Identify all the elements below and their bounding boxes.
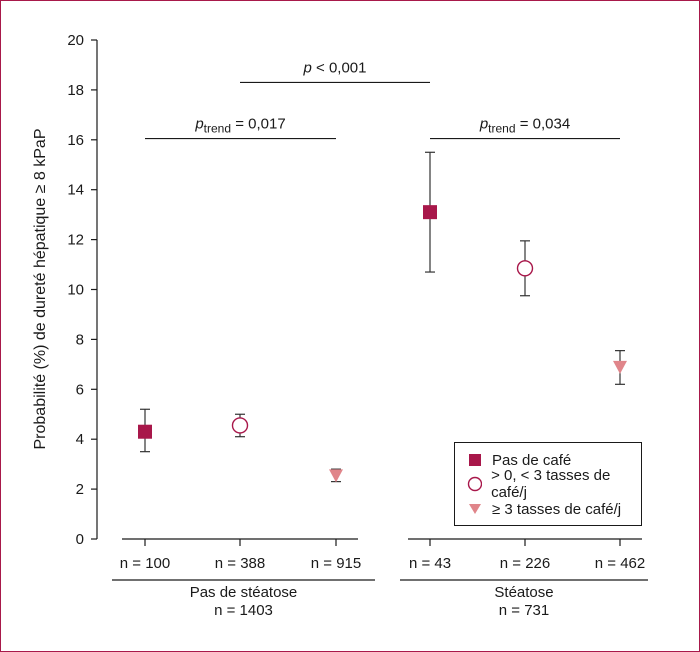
data-point-square — [138, 424, 152, 439]
legend-label: > 0, < 3 tasses de café/j — [491, 467, 611, 501]
legend-item-low-coffee: > 0, < 3 tasses de café/j — [467, 467, 641, 501]
legend-label: ≥ 3 tasses de café/j — [492, 500, 622, 518]
legend-item-no-coffee: Pas de café — [467, 449, 571, 471]
y-tick-label: 12 — [67, 232, 84, 249]
triangle-marker-icon — [469, 504, 481, 514]
significance-label: ptrend = 0,017 — [194, 116, 285, 136]
y-tick-label: 18 — [67, 82, 84, 99]
data-point-triangle — [613, 360, 627, 374]
y-tick-label: 8 — [76, 331, 84, 348]
group-count: n = 731 — [499, 602, 549, 619]
legend-item-high-coffee: ≥ 3 tasses de café/j — [467, 498, 621, 520]
y-tick-label: 2 — [76, 481, 84, 498]
x-tick-label: n = 915 — [311, 555, 361, 572]
square-marker-icon — [469, 454, 481, 466]
y-tick-label: 10 — [67, 282, 84, 299]
significance-label: ptrend = 0,034 — [479, 116, 570, 136]
x-tick-label: n = 226 — [500, 555, 550, 572]
x-tick-label: n = 462 — [595, 555, 645, 572]
x-tick-label: n = 388 — [215, 555, 265, 572]
y-tick-label: 4 — [76, 431, 84, 448]
y-tick-label: 20 — [67, 32, 84, 49]
x-tick-label: n = 100 — [120, 555, 170, 572]
y-tick-label: 14 — [67, 182, 84, 199]
y-tick-label: 0 — [76, 531, 84, 548]
group-label: Pas de stéatose — [190, 584, 298, 601]
circle-marker-icon — [467, 476, 483, 492]
data-point-circle — [231, 417, 249, 434]
y-tick-label: 16 — [67, 132, 84, 149]
x-tick-label: n = 43 — [409, 555, 451, 572]
data-point-circle — [516, 260, 534, 277]
data-point-square — [423, 205, 437, 220]
y-axis-label: Probabilité (%) de dureté hépatique ≥ 8 … — [32, 129, 49, 450]
legend-label: Pas de café — [492, 451, 572, 469]
group-count: n = 1403 — [214, 602, 273, 619]
significance-label: p < 0,001 — [303, 59, 367, 76]
group-label: Stéatose — [494, 584, 553, 601]
y-tick-label: 6 — [76, 381, 84, 398]
data-point-triangle — [329, 469, 343, 483]
legend: Pas de café > 0, < 3 tasses de café/j ≥ … — [454, 442, 642, 526]
